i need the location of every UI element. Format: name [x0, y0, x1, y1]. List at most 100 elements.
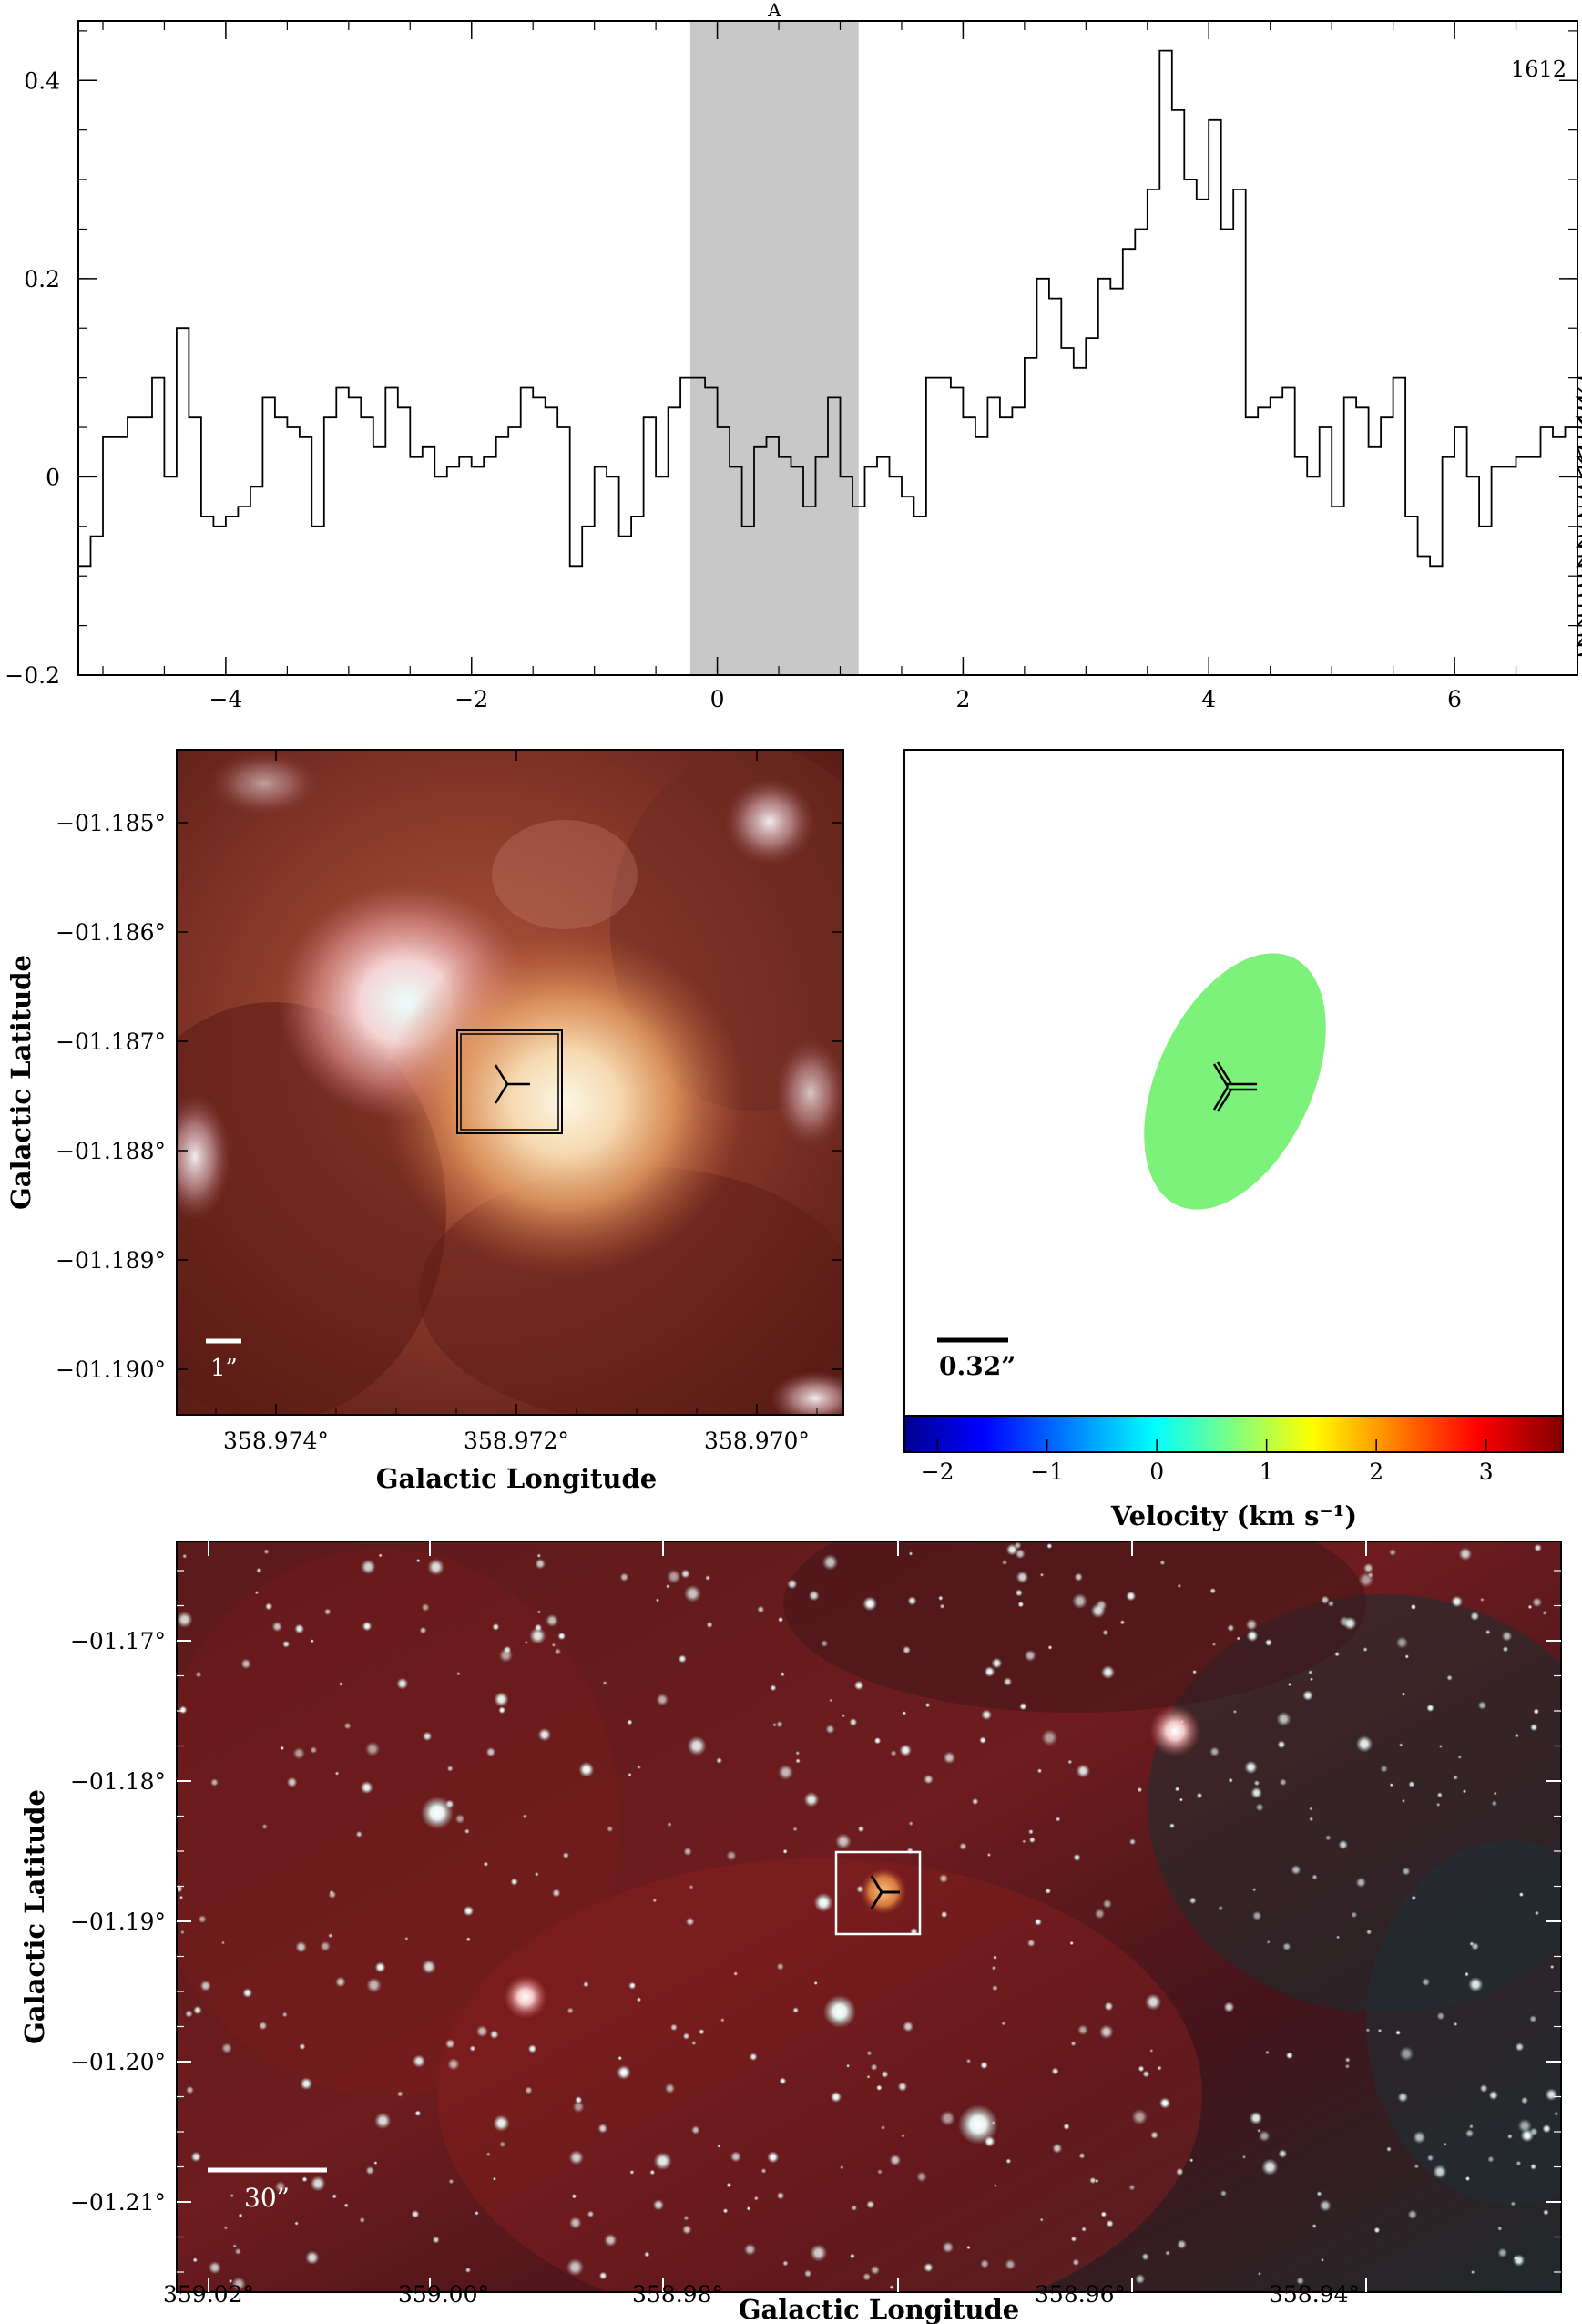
star: [1131, 2108, 1148, 2125]
star: [1497, 2247, 1508, 2258]
star: [829, 1698, 833, 1703]
star: [499, 2141, 506, 2148]
star: [362, 1621, 373, 1632]
star: [627, 1719, 633, 1725]
star: [1089, 2176, 1097, 2185]
star: [373, 2161, 378, 2165]
star: [1145, 1993, 1162, 2011]
star: [510, 1878, 518, 1886]
star: [1076, 1764, 1090, 1778]
star: [1189, 1897, 1197, 1905]
spectrum-region-label: A: [767, 0, 781, 21]
star: [339, 1682, 343, 1686]
star: [716, 1757, 722, 1764]
star: [1169, 1823, 1175, 1829]
star: [655, 1598, 660, 1602]
star: [1026, 1939, 1036, 1948]
star: [628, 1981, 637, 1990]
star: [1367, 1572, 1374, 1579]
star: [1321, 2257, 1324, 2262]
star: [1135, 2274, 1146, 2285]
star: [1336, 1935, 1341, 1940]
spectrum-frame: [77, 20, 1578, 676]
star: [1453, 1775, 1458, 1780]
y-tick-label: −01.19°: [70, 1909, 166, 1935]
star: [1002, 1560, 1008, 1566]
star: [902, 1711, 907, 1715]
spectrum-corner-label: 1612: [1511, 56, 1567, 82]
star: [629, 2169, 635, 2175]
star: [232, 2244, 237, 2248]
star: [939, 2110, 956, 2126]
star: [776, 1962, 784, 1971]
x-tick-label: 358.98°: [632, 2281, 723, 2308]
star: [416, 1558, 421, 1563]
star: [726, 1850, 737, 1861]
star: [1355, 1877, 1367, 1889]
star: [366, 1977, 382, 1993]
star: [1344, 2057, 1351, 2063]
star: [924, 1702, 931, 1708]
star: [1241, 2155, 1247, 2159]
star: [602, 1681, 607, 1685]
star: [1516, 2160, 1522, 2166]
star: [880, 2124, 886, 2131]
star: [305, 2250, 320, 2265]
star: [685, 1917, 695, 1927]
star: [993, 1955, 997, 1960]
star: [942, 2241, 954, 2254]
star: [617, 2065, 631, 2080]
star: [525, 2086, 533, 2094]
x-tick-label: 358.974°: [223, 1428, 329, 1454]
star: [1344, 2063, 1350, 2069]
star-field: [177, 1541, 1559, 2291]
star: [535, 1872, 539, 1877]
star: [359, 2217, 366, 2224]
colorbar-tick-labels: −2 −1 0 1 2 3: [921, 1459, 1494, 1485]
star: [1399, 2046, 1414, 2062]
star: [465, 1937, 471, 1942]
colorbar-tick-label: −2: [921, 1459, 954, 1485]
star: [572, 2101, 585, 2114]
star: [1510, 2201, 1516, 2206]
star: [1325, 1835, 1332, 1841]
star: [899, 1744, 912, 1756]
star: [294, 1623, 305, 1634]
star: [447, 2058, 460, 2071]
star: [803, 1791, 820, 1807]
star: [421, 1602, 430, 1612]
star: [552, 1889, 561, 1898]
zoom-x-tick-labels: 358.974° 358.972° 358.970°: [223, 1428, 810, 1454]
star: [1363, 1562, 1374, 1573]
star: [259, 2021, 268, 2031]
star: [1137, 1787, 1143, 1793]
y-tick-label: −01.18°: [70, 1768, 166, 1795]
colorbar-ticks: [936, 1439, 1487, 1452]
star: [680, 1569, 690, 1579]
star: [1220, 2190, 1227, 2197]
y-tick-label: −01.21°: [70, 2189, 166, 2216]
star: [965, 2058, 972, 2063]
star: [966, 2245, 971, 2250]
star: [772, 1723, 777, 1727]
star: [1355, 1735, 1373, 1753]
wide-scale-bar: 30”: [208, 2167, 327, 2213]
x-tick-label: −2: [454, 686, 488, 712]
star: [265, 1602, 273, 1611]
star: [1141, 2252, 1149, 2261]
star: [1246, 1630, 1259, 1643]
star: [1288, 1682, 1292, 1687]
star: [825, 1725, 835, 1735]
star: [583, 1981, 589, 1988]
star: [444, 2039, 455, 2049]
star: [1535, 1910, 1539, 1916]
star: [427, 1558, 444, 1576]
star: [1408, 1780, 1415, 1788]
star: [1530, 2163, 1537, 2170]
star: [1351, 1911, 1358, 1919]
star: [568, 2217, 582, 2229]
star: [862, 2272, 872, 2281]
star: [343, 1722, 352, 1730]
star: [432, 2236, 440, 2244]
star: [329, 1890, 334, 1895]
